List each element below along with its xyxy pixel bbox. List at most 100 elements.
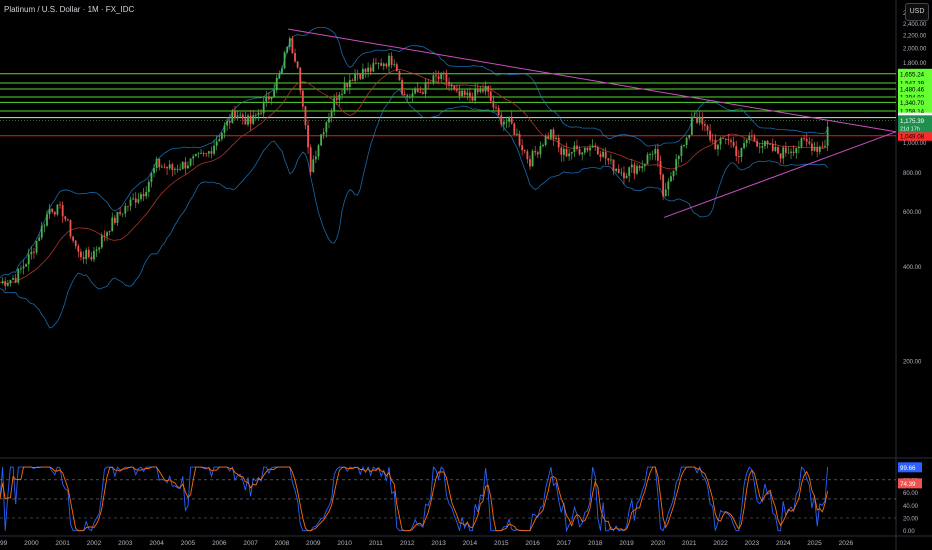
x-tick-label-19: 2018 bbox=[588, 540, 603, 547]
candle-body bbox=[395, 64, 398, 71]
candle-body bbox=[672, 170, 675, 177]
candle-body bbox=[166, 166, 168, 169]
currency-button[interactable]: USD bbox=[905, 3, 929, 21]
candle-body bbox=[607, 158, 610, 161]
candle-body bbox=[270, 96, 273, 100]
candle-body bbox=[547, 136, 550, 139]
candle-body bbox=[207, 151, 210, 154]
candle-body bbox=[380, 62, 383, 66]
candle-body bbox=[696, 117, 698, 123]
candle-body bbox=[12, 278, 14, 280]
candle-body bbox=[192, 156, 195, 159]
candle-body bbox=[124, 205, 127, 214]
candle-body bbox=[1, 281, 4, 284]
candle-body bbox=[33, 251, 35, 253]
candle-body bbox=[487, 85, 490, 92]
osc-y-tick-0: 0.00 bbox=[903, 529, 915, 535]
candle-body bbox=[670, 176, 672, 182]
osc-value-tag-1 bbox=[898, 478, 922, 489]
candle-body bbox=[307, 125, 309, 148]
candle-body bbox=[782, 147, 785, 159]
candle-body bbox=[168, 164, 171, 169]
candle-body bbox=[333, 98, 336, 111]
candle-body bbox=[683, 144, 685, 147]
candle-body bbox=[147, 181, 150, 192]
y-tick-label-10: 2,200.00 bbox=[903, 34, 927, 40]
candle-body bbox=[53, 211, 56, 215]
candle-body bbox=[210, 151, 213, 154]
candle-body bbox=[779, 153, 782, 159]
level-tag-2 bbox=[898, 83, 932, 94]
candle-body bbox=[367, 67, 370, 72]
candle-body bbox=[766, 140, 769, 145]
candle-body bbox=[338, 94, 341, 101]
candle-body bbox=[419, 92, 422, 93]
x-tick-label-6: 2005 bbox=[181, 540, 196, 547]
candle-body bbox=[469, 92, 471, 98]
candle-body bbox=[317, 145, 320, 157]
x-tick-label-23: 2022 bbox=[713, 540, 728, 547]
candle-body bbox=[64, 216, 67, 220]
candle-body bbox=[351, 80, 354, 81]
x-tick-label-22: 2021 bbox=[682, 540, 697, 547]
candle-body bbox=[223, 125, 226, 133]
candle-body bbox=[200, 153, 202, 154]
candle-body bbox=[150, 173, 153, 182]
candle-body bbox=[401, 80, 403, 95]
candle-body bbox=[816, 146, 819, 152]
candle-body bbox=[510, 116, 513, 124]
candle-body bbox=[273, 90, 276, 97]
candle-body bbox=[502, 121, 505, 125]
candle-body bbox=[442, 72, 445, 74]
candle-body bbox=[257, 112, 260, 115]
candle-body bbox=[701, 117, 704, 125]
candle-body bbox=[194, 153, 197, 157]
candle-body bbox=[826, 126, 829, 146]
candle-body bbox=[278, 73, 281, 79]
x-tick-label-3: 2002 bbox=[87, 540, 102, 547]
candle-body bbox=[299, 67, 302, 91]
candle-body bbox=[589, 147, 591, 151]
candle-body bbox=[325, 122, 328, 133]
candle-body bbox=[560, 147, 563, 155]
candle-body bbox=[761, 146, 764, 148]
x-tick-label-7: 2006 bbox=[212, 540, 227, 547]
candle-body bbox=[187, 165, 189, 169]
candle-body bbox=[722, 138, 725, 140]
y-tick-label-0: 200.00 bbox=[903, 359, 922, 365]
candle-body bbox=[205, 153, 208, 155]
candle-body bbox=[416, 88, 419, 93]
level-tag-0 bbox=[898, 68, 932, 79]
candle-body bbox=[651, 153, 654, 155]
osc-y-tick-3: 60.00 bbox=[903, 491, 919, 497]
candle-body bbox=[179, 169, 182, 171]
candle-body bbox=[474, 88, 477, 101]
candle-body bbox=[719, 138, 722, 145]
candle-body bbox=[581, 152, 584, 155]
candle-body bbox=[328, 117, 330, 123]
candle-body bbox=[461, 90, 464, 97]
candle-body bbox=[586, 147, 589, 151]
candle-body bbox=[557, 137, 560, 148]
candle-body bbox=[711, 139, 714, 141]
y-tick-label-1: 400.00 bbox=[903, 265, 922, 271]
candle-body bbox=[824, 145, 826, 147]
candle-body bbox=[341, 93, 343, 95]
candle-body bbox=[330, 110, 333, 118]
candle-body bbox=[617, 168, 620, 173]
candle-body bbox=[685, 137, 688, 145]
level-label-2: 1,480.46 bbox=[900, 87, 925, 94]
candle-body bbox=[30, 251, 33, 255]
candle-body bbox=[252, 115, 255, 124]
candle-body bbox=[231, 110, 234, 123]
candle-body bbox=[247, 115, 249, 125]
candle-body bbox=[628, 167, 631, 176]
candle-body bbox=[393, 64, 396, 66]
candle-body bbox=[312, 159, 315, 172]
candle-body bbox=[714, 139, 717, 150]
candle-body bbox=[309, 147, 312, 172]
y-tick-label-3: 800.00 bbox=[903, 171, 922, 177]
candle-body bbox=[202, 153, 205, 154]
current-price-label: 1,175.39 bbox=[900, 118, 925, 125]
